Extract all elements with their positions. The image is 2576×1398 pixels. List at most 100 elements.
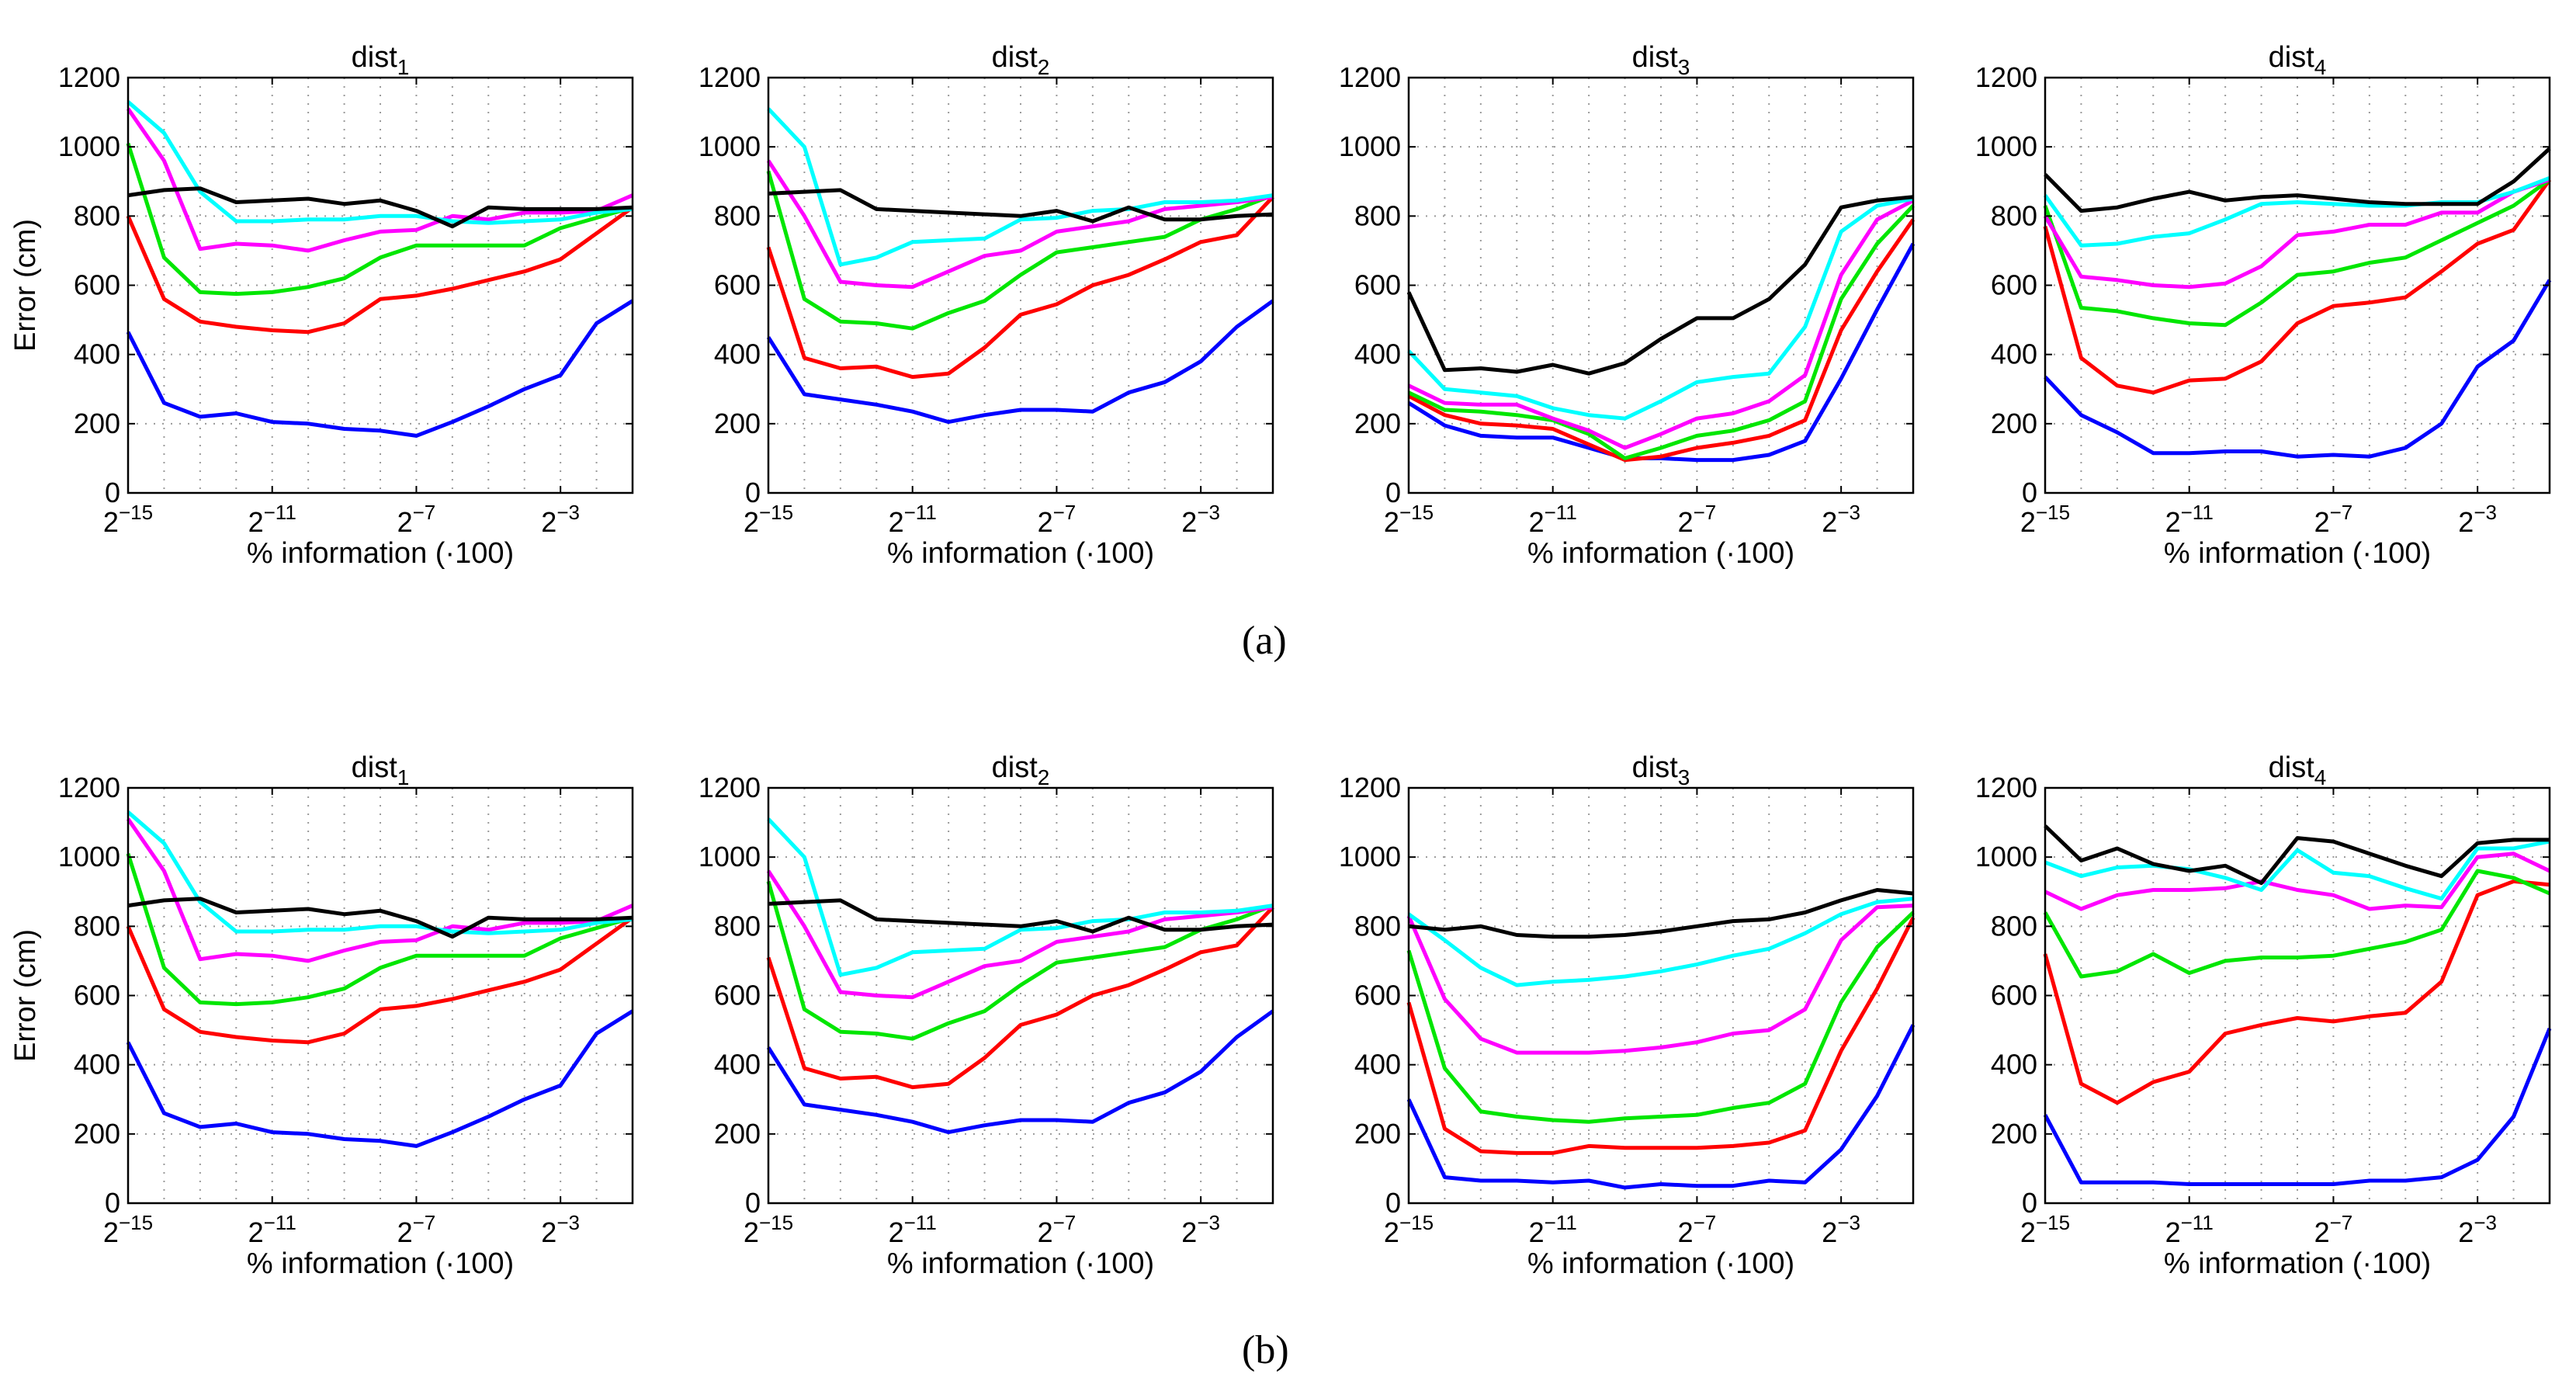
y-tick-label: 200 (714, 1118, 761, 1150)
y-tick-label: 400 (1991, 1049, 2037, 1081)
y-tick-label: 800 (1354, 199, 1401, 231)
series-line-4 (2043, 178, 2550, 290)
y-tick-label: 0 (1385, 477, 1401, 508)
x-tick-label: 2−3 (1822, 1211, 1860, 1248)
series-line-5 (1407, 897, 1914, 987)
y-tick-label: 800 (74, 910, 120, 942)
panel-label-b: (b) (1242, 1328, 1289, 1372)
series-line-3 (766, 880, 1274, 1041)
series-line-2 (1406, 917, 1916, 1155)
chart-a-2: 0 200 400 600 800 1000 1200 2−15 2−11 2−7 2−3 dist2… (699, 41, 1274, 570)
x-axis-label: % information (·100) (2164, 1247, 2431, 1280)
x-tick-label: 2−3 (541, 1211, 580, 1248)
series-line-5 (127, 100, 633, 225)
series-line-2 (126, 206, 634, 335)
chart-a-3: 0 200 400 600 800 1000 1200 2−15 2−11 2−7 2−3 dist3… (1339, 41, 1916, 570)
series-line-4 (126, 817, 633, 963)
series-line-1 (126, 1009, 634, 1148)
y-tick-label: 1200 (58, 772, 120, 803)
y-tick-label: 400 (714, 338, 761, 370)
series-line-2 (2043, 179, 2552, 395)
x-axis-label: % information (·100) (247, 537, 514, 570)
y-tick-label: 0 (2022, 1187, 2037, 1219)
plot-frame (767, 786, 1274, 1205)
y-tick-label: 400 (1354, 1049, 1401, 1081)
chart-title: dist3 (1632, 751, 1690, 789)
series-line-4 (2044, 852, 2551, 911)
y-tick-label: 600 (1991, 269, 2037, 301)
x-axis-label: % information (·100) (887, 537, 1154, 570)
y-tick-label: 600 (1354, 980, 1401, 1011)
x-tick-label: 2−7 (2314, 1211, 2353, 1248)
series-line-4 (1406, 904, 1914, 1055)
y-tick-label: 200 (1991, 408, 2037, 439)
series-line-4 (1407, 199, 1915, 450)
chart-b-2: 0 200 400 600 800 1000 1200 2−15 2−11 2−7 2−3 dist2… (699, 751, 1274, 1280)
y-tick-label: 800 (1354, 910, 1401, 942)
y-tick-label: 200 (1354, 408, 1401, 439)
series-line-6 (2044, 824, 2550, 886)
series-line-2 (126, 916, 634, 1045)
y-tick-label: 1000 (1339, 130, 1401, 162)
y-tick-label: 0 (745, 1187, 761, 1219)
x-tick-label: 2−11 (1529, 1211, 1577, 1248)
y-axis-label: Error (cm) (9, 219, 42, 352)
plot-frame (1407, 786, 1915, 1205)
chart-title: dist2 (992, 751, 1050, 789)
y-tick-label: 200 (1991, 1118, 2037, 1150)
y-tick-label: 800 (714, 199, 761, 231)
y-axis-label: Error (cm) (9, 929, 42, 1062)
x-axis-label: % information (·100) (887, 1247, 1154, 1280)
y-tick-label: 600 (1991, 980, 2037, 1011)
y-tick-label: 1000 (699, 841, 761, 872)
chart-title: dist4 (2269, 41, 2327, 79)
x-tick-label: 2−3 (1181, 501, 1220, 538)
y-tick-label: 200 (74, 1118, 120, 1150)
y-tick-label: 400 (1354, 338, 1401, 370)
x-tick-label: 2−11 (2165, 1211, 2214, 1248)
x-tick-label: 2−3 (541, 501, 580, 538)
x-tick-label: 2−7 (1038, 501, 1077, 538)
series-line-6 (127, 186, 633, 229)
y-tick-label: 1000 (1339, 841, 1401, 872)
y-tick-label: 1200 (1339, 772, 1401, 803)
series-line-5 (767, 817, 1274, 977)
x-tick-label: 2−11 (889, 501, 937, 538)
series-line-1 (766, 1009, 1274, 1135)
series-line-3 (126, 852, 633, 1007)
y-tick-label: 1000 (1975, 841, 2037, 872)
chart-title: dist1 (352, 751, 410, 789)
series-line-6 (2044, 147, 2551, 213)
plot-frame (767, 76, 1274, 494)
x-tick-label: 2−15 (1384, 501, 1434, 538)
y-tick-label: 400 (74, 1049, 120, 1081)
y-tick-label: 200 (74, 408, 120, 439)
series-line-5 (1407, 196, 1914, 421)
y-tick-label: 0 (745, 477, 761, 508)
series-line-3 (2043, 178, 2551, 328)
x-tick-label: 2−3 (1822, 501, 1860, 538)
x-tick-label: 2−15 (1384, 1211, 1434, 1248)
y-tick-label: 1200 (699, 61, 761, 93)
y-tick-label: 1200 (1975, 772, 2037, 803)
x-axis-label: % information (·100) (1527, 1247, 1794, 1280)
panel-label-a: (a) (1242, 619, 1287, 663)
series-line-4 (126, 107, 633, 253)
series-line-1 (766, 299, 1274, 425)
x-tick-label: 2−11 (1529, 501, 1577, 538)
y-tick-label: 200 (1354, 1118, 1401, 1150)
y-tick-label: 800 (1991, 199, 2037, 231)
y-tick-label: 400 (714, 1049, 761, 1081)
y-tick-label: 200 (714, 408, 761, 439)
y-tick-label: 1000 (58, 130, 120, 162)
y-tick-label: 1200 (58, 61, 120, 93)
x-tick-label: 2−11 (248, 1211, 296, 1248)
y-tick-label: 0 (1385, 1187, 1401, 1219)
y-tick-label: 600 (74, 269, 120, 301)
x-tick-label: 2−7 (1038, 1211, 1077, 1248)
series-line-2 (766, 906, 1274, 1090)
series-line-4 (766, 159, 1274, 290)
y-tick-label: 600 (714, 980, 761, 1011)
y-tick-label: 800 (1991, 910, 2037, 942)
